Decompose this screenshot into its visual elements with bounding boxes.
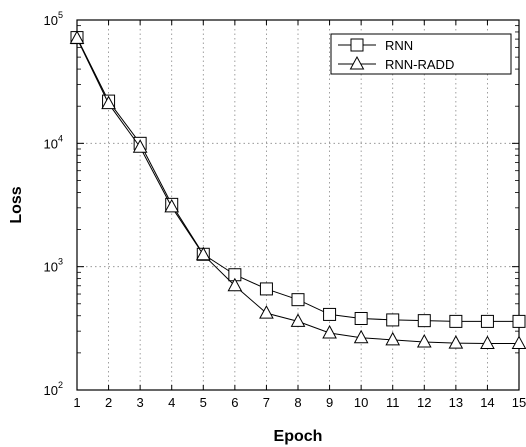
data-point-rnn-radd — [259, 305, 274, 319]
x-tick-label: 13 — [449, 395, 463, 410]
y-axis-title: Loss — [8, 186, 25, 223]
grid — [77, 20, 519, 390]
data-point-rnn-radd — [290, 313, 306, 327]
series-rnn-radd — [69, 30, 526, 350]
data-point-rnn-radd — [353, 329, 369, 344]
x-tick-label: 15 — [512, 395, 526, 410]
data-point-rnn — [512, 314, 526, 328]
y-tick-exponent: 4 — [58, 133, 63, 143]
series-rnn — [70, 31, 526, 328]
series-line-rnn — [76, 37, 519, 322]
x-tick-label: 11 — [386, 395, 400, 410]
data-point-rnn-radd — [195, 246, 211, 261]
legend-marker-rnn — [350, 38, 364, 52]
data-point-rnn-radd — [101, 95, 116, 110]
x-tick-label: 14 — [480, 395, 494, 410]
y-tick-base: 10 — [44, 383, 58, 398]
data-point-rnn — [417, 314, 431, 328]
y-tick-base: 10 — [44, 13, 58, 28]
data-point-rnn-radd — [322, 324, 337, 339]
y-tick-label: 103 — [44, 257, 63, 275]
x-tick-label: 7 — [263, 395, 270, 410]
data-point-rnn-radd — [448, 335, 464, 349]
legend-marker-rnn-radd — [349, 55, 365, 70]
data-point-rnn-radd — [69, 30, 85, 44]
series-layer — [69, 30, 526, 350]
data-point-rnn — [291, 293, 305, 307]
data-point-rnn-radd — [416, 333, 432, 348]
y-tick-base: 10 — [44, 136, 58, 151]
data-point-rnn — [480, 314, 494, 328]
x-tick-label: 9 — [326, 395, 333, 410]
y-tick-exponent: 2 — [58, 380, 63, 390]
x-tick-label: 12 — [417, 395, 431, 410]
x-tick-label: 6 — [231, 395, 238, 410]
data-point-rnn — [259, 282, 273, 296]
x-tick-label: 1 — [73, 395, 80, 410]
data-point-rnn-radd — [132, 139, 148, 153]
x-tick-label: 2 — [105, 395, 112, 410]
x-tick-label: 4 — [168, 395, 175, 410]
data-point-rnn-radd — [227, 277, 243, 292]
data-point-rnn-radd — [480, 335, 495, 350]
x-tick-label: 3 — [137, 395, 144, 410]
y-tick-label: 102 — [44, 380, 63, 398]
data-point-rnn-radd — [385, 331, 401, 346]
y-tick-label: 104 — [44, 133, 63, 151]
legend-label-rnn-radd: RNN-RADD — [385, 57, 454, 72]
data-point-rnn — [386, 313, 400, 327]
data-point-rnn-radd — [164, 198, 180, 213]
legend-label-rnn: RNN — [385, 38, 413, 53]
x-tick-label: 5 — [200, 395, 207, 410]
data-point-rnn — [323, 307, 337, 321]
x-axis-title: Epoch — [274, 428, 323, 445]
y-tick-exponent: 5 — [58, 10, 63, 20]
data-point-rnn — [449, 314, 463, 328]
legend: RNN RNN-RADD — [330, 33, 512, 75]
y-tick-base: 10 — [44, 260, 58, 275]
data-point-rnn — [354, 311, 368, 325]
y-tick-label: 105 — [44, 10, 63, 28]
x-tick-label: 10 — [354, 395, 368, 410]
x-tick-label: 8 — [294, 395, 301, 410]
y-tick-exponent: 3 — [58, 257, 63, 267]
data-point-rnn-radd — [511, 335, 526, 350]
